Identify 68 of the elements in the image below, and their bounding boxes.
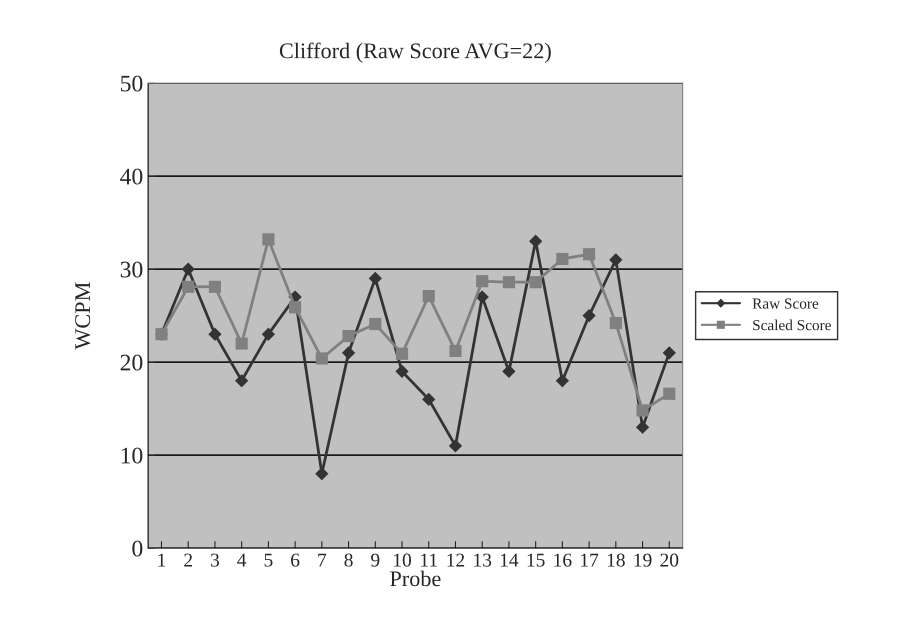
point <box>396 348 408 360</box>
y-tick-label: 10 <box>122 448 142 464</box>
x-tick-label: 2 <box>184 554 192 566</box>
point <box>289 301 302 314</box>
y-tick-label: 20 <box>120 354 142 371</box>
point <box>422 392 436 406</box>
x-tick-label: 3 <box>211 554 220 567</box>
x-tick-label: 11 <box>421 554 437 566</box>
x-tick-label: 15 <box>528 554 545 567</box>
x-tick-label: 19 <box>634 554 652 567</box>
point <box>262 328 275 341</box>
legend-label: Scaled Score <box>753 320 831 330</box>
point <box>582 309 596 322</box>
legend-label: Raw Score <box>752 298 818 309</box>
point <box>502 276 515 288</box>
point <box>262 233 274 246</box>
y-axis-title: WCPM <box>75 282 90 350</box>
point <box>449 344 462 358</box>
point <box>609 253 622 266</box>
point <box>182 280 194 293</box>
point <box>449 439 462 452</box>
point <box>235 374 248 388</box>
point <box>342 330 355 342</box>
chart-title: Clifford (Raw Score AVG=22) <box>280 42 551 63</box>
y-tick-label: 40 <box>120 168 142 185</box>
point <box>476 290 489 304</box>
point <box>208 280 222 293</box>
point <box>530 276 542 288</box>
x-tick-label: 7 <box>318 554 326 566</box>
point <box>369 318 382 330</box>
x-tick-label: 20 <box>660 554 678 567</box>
point <box>315 467 328 480</box>
x-tick-label: 18 <box>608 554 625 567</box>
point <box>476 275 488 288</box>
x-tick-label: 5 <box>264 554 272 567</box>
point <box>342 346 355 360</box>
x-tick-label: 16 <box>554 554 572 567</box>
x-tick-label: 13 <box>474 554 492 567</box>
y-tick-label: 50 <box>121 76 142 92</box>
point <box>396 365 408 378</box>
x-tick-label: 12 <box>447 554 464 566</box>
point <box>182 262 195 276</box>
point <box>662 346 676 360</box>
x-axis-title: Probe <box>390 570 441 586</box>
x-tick-label: 9 <box>371 554 380 567</box>
point <box>636 420 649 434</box>
x-tick-label: 1 <box>158 554 166 566</box>
x-tick-label: 4 <box>237 554 246 566</box>
y-tick-label: 0 <box>132 540 142 557</box>
point <box>610 316 622 330</box>
point <box>529 234 542 248</box>
x-tick-label: 10 <box>394 554 411 567</box>
x-tick-label: 6 <box>291 554 300 567</box>
point <box>636 404 649 417</box>
point <box>368 272 382 285</box>
x-tick-label: 14 <box>500 554 518 566</box>
point <box>502 365 516 378</box>
point <box>663 388 676 400</box>
point <box>556 252 568 265</box>
y-tick-label: 30 <box>120 262 142 278</box>
point <box>422 290 435 302</box>
point <box>316 352 328 364</box>
x-tick-label: 17 <box>581 554 598 566</box>
point <box>556 374 569 388</box>
point <box>208 328 222 341</box>
point <box>236 337 248 350</box>
point <box>583 248 596 260</box>
x-tick-label: 8 <box>344 554 353 567</box>
